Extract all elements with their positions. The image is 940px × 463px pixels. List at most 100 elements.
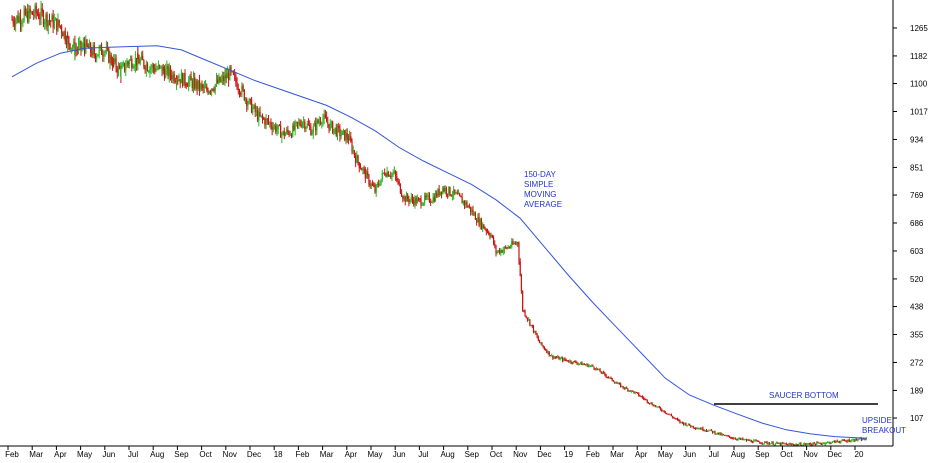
candle-body bbox=[85, 40, 87, 54]
candle-body bbox=[299, 122, 301, 125]
candle-body bbox=[241, 85, 243, 95]
candle-body bbox=[154, 68, 156, 72]
candle-body bbox=[816, 442, 818, 445]
candle-body bbox=[169, 67, 172, 76]
candle-body bbox=[538, 340, 541, 344]
candle-body bbox=[784, 443, 786, 445]
candle-body bbox=[597, 368, 599, 370]
candle-body bbox=[70, 47, 72, 50]
candle-body bbox=[453, 189, 455, 196]
candle-body bbox=[666, 412, 668, 414]
x-tick-label: Dec bbox=[828, 450, 842, 459]
candle-body bbox=[257, 110, 259, 121]
candle-body bbox=[547, 351, 549, 353]
candle-body bbox=[806, 444, 808, 446]
candle-body bbox=[120, 68, 122, 77]
candle-body bbox=[301, 122, 303, 127]
candle-body bbox=[768, 443, 771, 445]
x-tick-label: Dec bbox=[537, 450, 551, 459]
candle-body bbox=[519, 261, 521, 276]
candle-body bbox=[350, 136, 352, 142]
candle-body bbox=[345, 133, 347, 141]
candle-body bbox=[332, 121, 334, 134]
candle-body bbox=[28, 8, 30, 22]
candle-body bbox=[667, 413, 669, 415]
candle-body bbox=[630, 390, 633, 392]
candle-body bbox=[448, 186, 450, 195]
candle-body bbox=[511, 241, 513, 247]
candle-body bbox=[166, 65, 168, 69]
candle-body bbox=[407, 194, 409, 200]
sma-annotation-line-3: MOVING bbox=[524, 190, 556, 199]
candle-body bbox=[590, 365, 593, 367]
candle-body bbox=[771, 442, 773, 444]
candle-body bbox=[764, 441, 766, 444]
candle-body bbox=[482, 224, 484, 229]
candle-body bbox=[632, 390, 634, 392]
candle-body bbox=[405, 194, 408, 202]
candle-body bbox=[48, 20, 51, 22]
candle-body bbox=[150, 67, 152, 69]
candle-body bbox=[94, 54, 97, 59]
candle-body bbox=[378, 183, 380, 186]
candle-body bbox=[785, 443, 787, 445]
candle-body bbox=[788, 443, 790, 446]
candle-body bbox=[298, 122, 300, 124]
candle-body bbox=[62, 32, 64, 37]
candle-body bbox=[215, 79, 218, 85]
candle-body bbox=[846, 440, 848, 442]
candle-body bbox=[696, 428, 698, 430]
candle-body bbox=[691, 425, 693, 427]
candle-body bbox=[586, 364, 588, 366]
candle-body bbox=[564, 358, 566, 360]
candle-body bbox=[675, 418, 677, 420]
candle-body bbox=[190, 76, 192, 81]
y-tick-label: 1265 bbox=[910, 24, 928, 33]
candle-body bbox=[490, 235, 492, 237]
candle-body bbox=[273, 125, 276, 128]
candle-body bbox=[479, 219, 481, 226]
candle-body bbox=[194, 77, 196, 89]
candle-body bbox=[174, 81, 176, 83]
x-tick-label: Nov bbox=[803, 450, 817, 459]
candle-body bbox=[328, 124, 330, 130]
candle-body bbox=[713, 431, 715, 433]
candle-body bbox=[698, 428, 700, 430]
candle-body bbox=[687, 423, 689, 426]
candle-body bbox=[375, 184, 377, 193]
x-tick-label: Nov bbox=[223, 450, 237, 459]
candle-body bbox=[393, 171, 395, 174]
candle-body bbox=[466, 201, 468, 207]
candle-body bbox=[201, 84, 203, 86]
y-tick-label: 851 bbox=[910, 163, 924, 172]
candle-body bbox=[502, 250, 504, 253]
candle-body bbox=[287, 129, 289, 132]
candle-body bbox=[674, 417, 676, 419]
candle-body bbox=[369, 184, 371, 186]
candle-body bbox=[117, 65, 120, 73]
candle-body bbox=[51, 15, 53, 22]
candle-body bbox=[415, 197, 417, 204]
candle-body bbox=[416, 198, 418, 204]
candle-body bbox=[537, 337, 539, 341]
candle-body bbox=[259, 112, 261, 116]
candle-body bbox=[864, 439, 866, 441]
candle-body bbox=[531, 324, 533, 327]
candle-body bbox=[341, 130, 343, 135]
candle-body bbox=[364, 169, 366, 179]
candle-body bbox=[639, 395, 641, 397]
candle-body bbox=[812, 442, 814, 446]
x-tick-label: Mar bbox=[320, 450, 334, 459]
candle-body bbox=[610, 377, 612, 379]
candle-body bbox=[685, 423, 687, 426]
candle-body bbox=[87, 45, 89, 49]
candle-body bbox=[188, 80, 190, 87]
candle-body bbox=[342, 130, 345, 132]
candle-body bbox=[81, 46, 83, 49]
candle-body bbox=[802, 444, 804, 446]
candle-body bbox=[682, 422, 685, 425]
candle-body bbox=[779, 442, 781, 445]
candle-body bbox=[218, 76, 220, 84]
candle-body bbox=[741, 438, 743, 440]
